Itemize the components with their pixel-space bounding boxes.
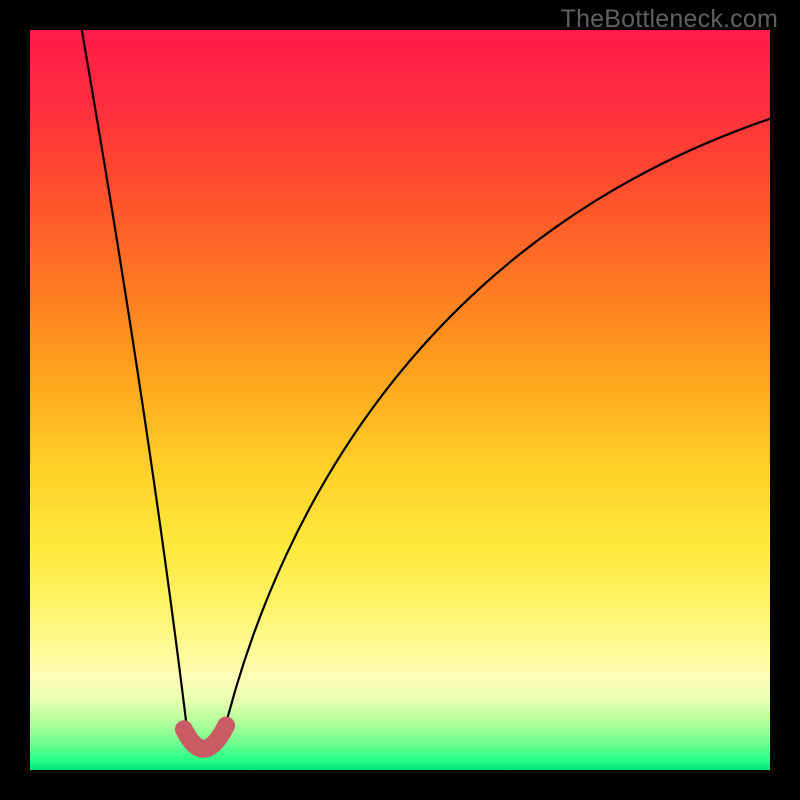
frame-bottom: [0, 770, 800, 800]
frame-left: [0, 0, 30, 800]
frame-right: [770, 0, 800, 800]
watermark-text: TheBottleneck.com: [561, 5, 778, 34]
bottleneck-chart: [0, 0, 800, 800]
